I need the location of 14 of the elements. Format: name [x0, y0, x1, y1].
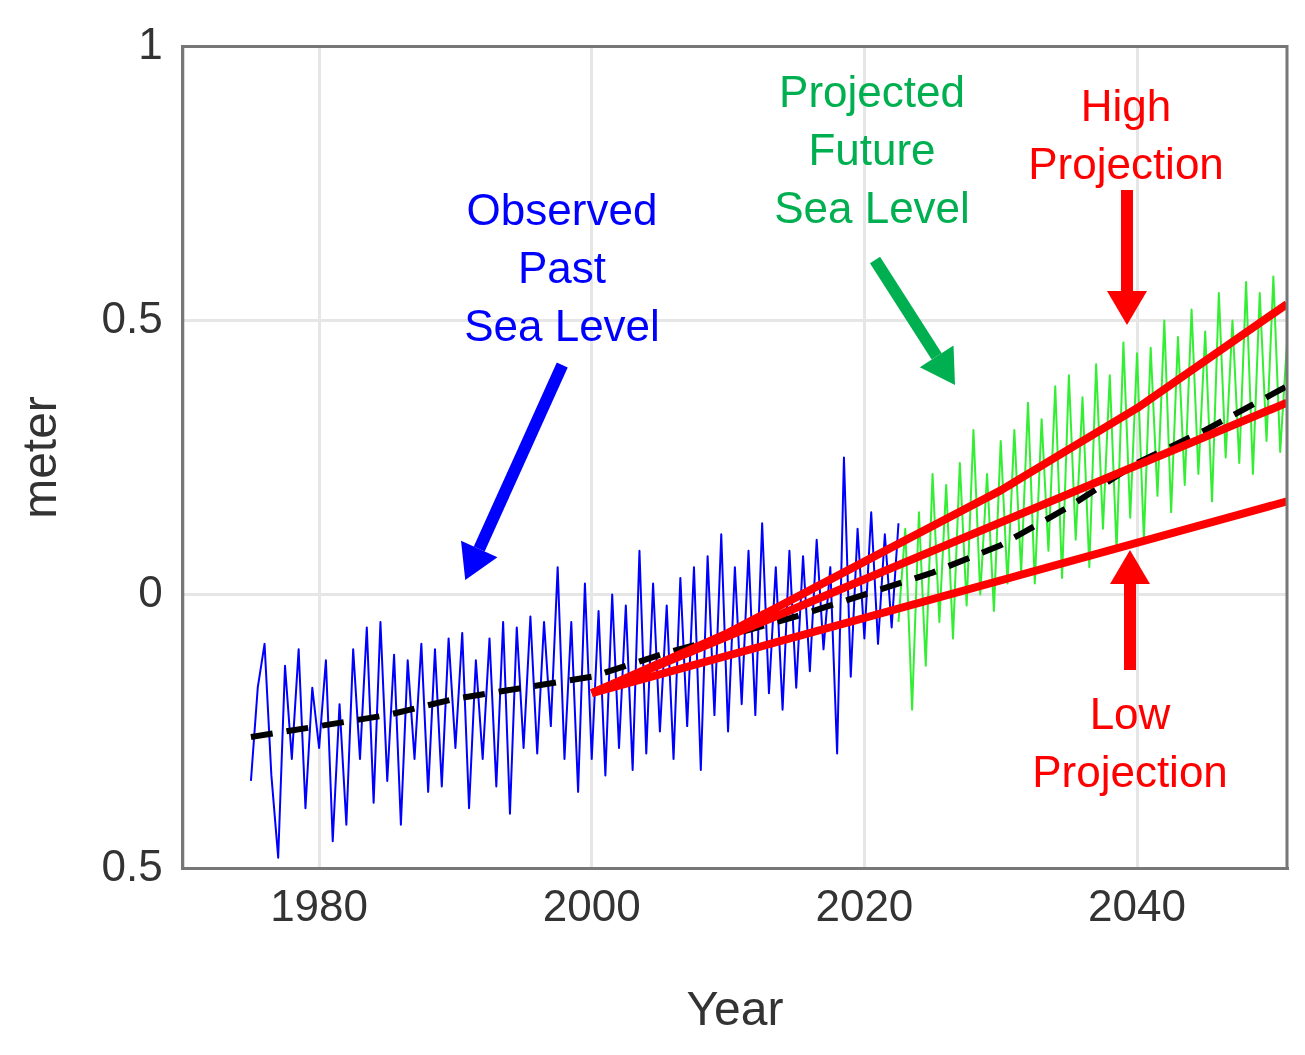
annotation: Low Projection: [1032, 688, 1228, 798]
y-tick-label: 0.5: [101, 292, 163, 342]
y-tick-label: 1: [138, 18, 163, 68]
x-tick-label: 2040: [1088, 881, 1186, 931]
annotation: Observed Past Sea Level: [464, 184, 660, 352]
x-tick-label: 1980: [270, 881, 369, 931]
y-tick-label: 0: [138, 566, 163, 616]
y-axis-title: meter: [13, 396, 67, 519]
y-tick-label: 0.5: [101, 840, 163, 890]
annotation: High Projection: [1028, 80, 1224, 190]
x-tick-label: 2000: [542, 881, 641, 931]
x-axis-title: Year: [686, 982, 784, 1036]
annotation: Projected Future Sea Level: [774, 66, 970, 234]
x-tick-label: 2020: [815, 881, 914, 931]
